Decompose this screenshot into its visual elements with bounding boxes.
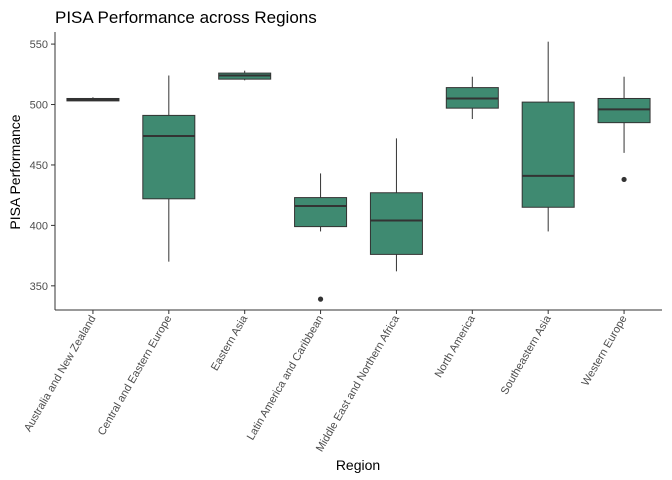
x-tick-label-north-america: North America xyxy=(433,313,479,380)
box-latin-america-and-caribbean xyxy=(294,197,348,228)
x-tick-label-latin-america-and-caribbean: Latin America and Caribbean xyxy=(245,314,326,443)
plot-area: 350 400 450 500 550 Australia and New Zealand… xyxy=(22,32,662,454)
y-tick-label-500: 500 xyxy=(30,100,48,112)
box-western-europe xyxy=(597,97,651,124)
y-tick-label-350: 350 xyxy=(30,281,48,293)
y-axis-title: PISA Performance xyxy=(7,114,23,229)
box-central-and-eastern-europe xyxy=(142,114,196,200)
box-southeastern-asia xyxy=(521,101,575,208)
y-tick-label-450: 450 xyxy=(30,160,48,172)
x-tick-label-central-and-eastern-europe: Central and Eastern Europe xyxy=(96,314,175,438)
box-middle-east-and-northern-africa xyxy=(369,192,423,255)
outlier-western-europe-0 xyxy=(621,176,627,183)
x-tick-label-middle-east-and-northern-africa: Middle East and Northern Africa xyxy=(314,313,402,454)
x-tick-label-australia-and-new-zealand: Australia and New Zealand xyxy=(22,314,98,434)
chart-title: PISA Performance across Regions xyxy=(55,8,317,27)
y-tick-label-400: 400 xyxy=(30,220,48,232)
x-tick-label-eastern-asia: Eastern Asia xyxy=(209,313,251,373)
y-tick-label-550: 550 xyxy=(30,39,48,51)
outlier-latin-america-and-caribbean-0 xyxy=(317,296,324,302)
x-tick-label-southeastern-asia: Southeastern Asia xyxy=(499,313,554,397)
x-tick-label-western-europe: Western Europe xyxy=(580,314,630,389)
x-axis-title: Region xyxy=(336,457,380,473)
